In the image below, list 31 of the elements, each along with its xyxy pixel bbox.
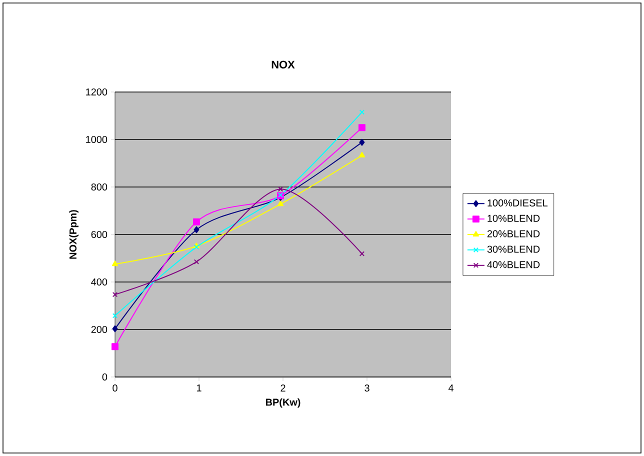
point (358, 124, 366, 132)
y-axis-title: NOX(Ppm) (69, 210, 78, 259)
point (358, 152, 366, 158)
x-tick-label: 0 (112, 384, 118, 392)
x-tick-label: 1 (197, 384, 202, 392)
legend-label: 40%BLEND (487, 261, 540, 268)
y-tick-label: 200 (91, 326, 108, 334)
y-tick-label: 1200 (86, 88, 108, 96)
y-tick-label: 600 (91, 230, 108, 238)
y-tick-label: 400 (91, 278, 108, 286)
point (112, 325, 118, 332)
chart-title: NOX (272, 60, 295, 68)
y-tick-label: 0 (102, 373, 108, 381)
point (193, 218, 200, 226)
point (194, 226, 200, 234)
point (277, 200, 284, 206)
legend-label: 10%BLEND (488, 214, 540, 222)
x-tick-label: 3 (364, 384, 370, 392)
legend-label: 30%BLEND (487, 246, 540, 253)
point (112, 343, 118, 350)
point (112, 260, 118, 266)
x-tick-label: 4 (448, 384, 454, 392)
point (278, 186, 284, 192)
x-axis-title: BP(Kw) (266, 398, 300, 408)
point (359, 138, 365, 146)
y-tick-label: 1000 (86, 136, 108, 144)
legend-label: 100%DIESEL (488, 199, 548, 206)
y-tick-label: 800 (91, 183, 108, 191)
point (194, 259, 200, 264)
x-tick-label: 2 (280, 384, 286, 392)
legend-label: 20%BLEND (487, 230, 540, 238)
